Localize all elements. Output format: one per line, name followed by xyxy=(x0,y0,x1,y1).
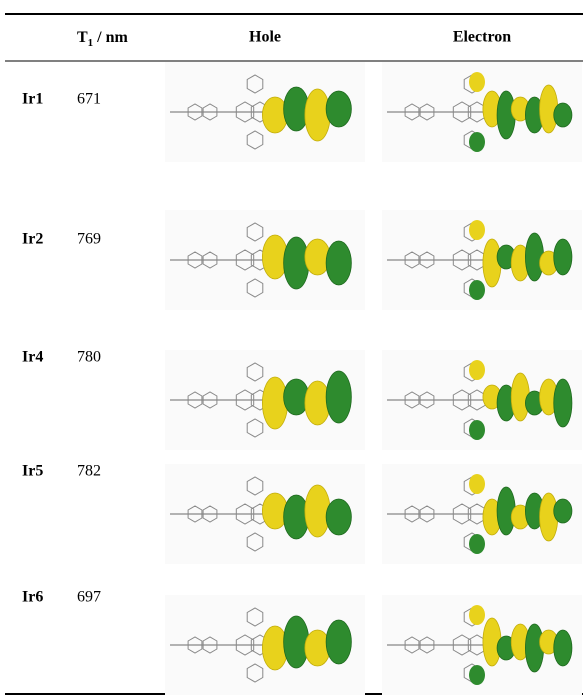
header-hole: Hole xyxy=(249,29,281,46)
orbital-image xyxy=(165,464,365,564)
row-label: Ir4 xyxy=(22,349,43,366)
t1-symbol: T xyxy=(77,29,88,46)
row-label: Ir2 xyxy=(22,231,43,248)
orbital-image xyxy=(382,464,582,564)
lobe xyxy=(469,360,485,380)
lobe xyxy=(326,620,351,664)
orbital-image xyxy=(382,350,582,450)
row-t1: 782 xyxy=(77,463,101,480)
row-label: Ir5 xyxy=(22,463,43,480)
row-t1: 780 xyxy=(77,349,101,366)
header-t1: T1 / nm xyxy=(77,29,129,49)
row-label: Ir6 xyxy=(22,589,43,606)
lobe xyxy=(469,665,485,685)
header-electron: Electron xyxy=(453,29,511,46)
orbital-image xyxy=(165,210,365,310)
t1-unit: / nm xyxy=(93,29,128,46)
orbital-image xyxy=(382,210,582,310)
lobe xyxy=(469,132,485,152)
orbital-image xyxy=(382,62,582,162)
lobe xyxy=(469,420,485,440)
lobe xyxy=(554,103,572,127)
row-label: Ir1 xyxy=(22,91,43,108)
lobe xyxy=(469,280,485,300)
lobe xyxy=(284,237,309,289)
lobe xyxy=(305,89,330,141)
lobe xyxy=(469,474,485,494)
table-page: T1 / nm Hole Electron Ir1 671 Ir2 769 Ir4 780… xyxy=(0,0,585,700)
lobe xyxy=(326,499,351,535)
orbital-image xyxy=(165,350,365,450)
lobe xyxy=(469,534,485,554)
orbital-image xyxy=(165,62,365,162)
lobe xyxy=(554,499,572,523)
lobe xyxy=(469,605,485,625)
lobe xyxy=(284,616,309,668)
lobe xyxy=(262,377,287,429)
lobe xyxy=(554,379,572,427)
orbital-image xyxy=(382,595,582,695)
row-t1: 769 xyxy=(77,231,101,248)
lobe xyxy=(326,91,351,127)
lobe xyxy=(469,72,485,92)
lobe xyxy=(554,239,572,275)
lobe xyxy=(326,241,351,285)
orbital-image xyxy=(165,595,365,695)
row-t1: 671 xyxy=(77,91,101,108)
lobe xyxy=(326,371,351,423)
lobe xyxy=(469,220,485,240)
row-t1: 697 xyxy=(77,589,101,606)
lobe xyxy=(305,485,330,537)
lobe xyxy=(554,630,572,666)
